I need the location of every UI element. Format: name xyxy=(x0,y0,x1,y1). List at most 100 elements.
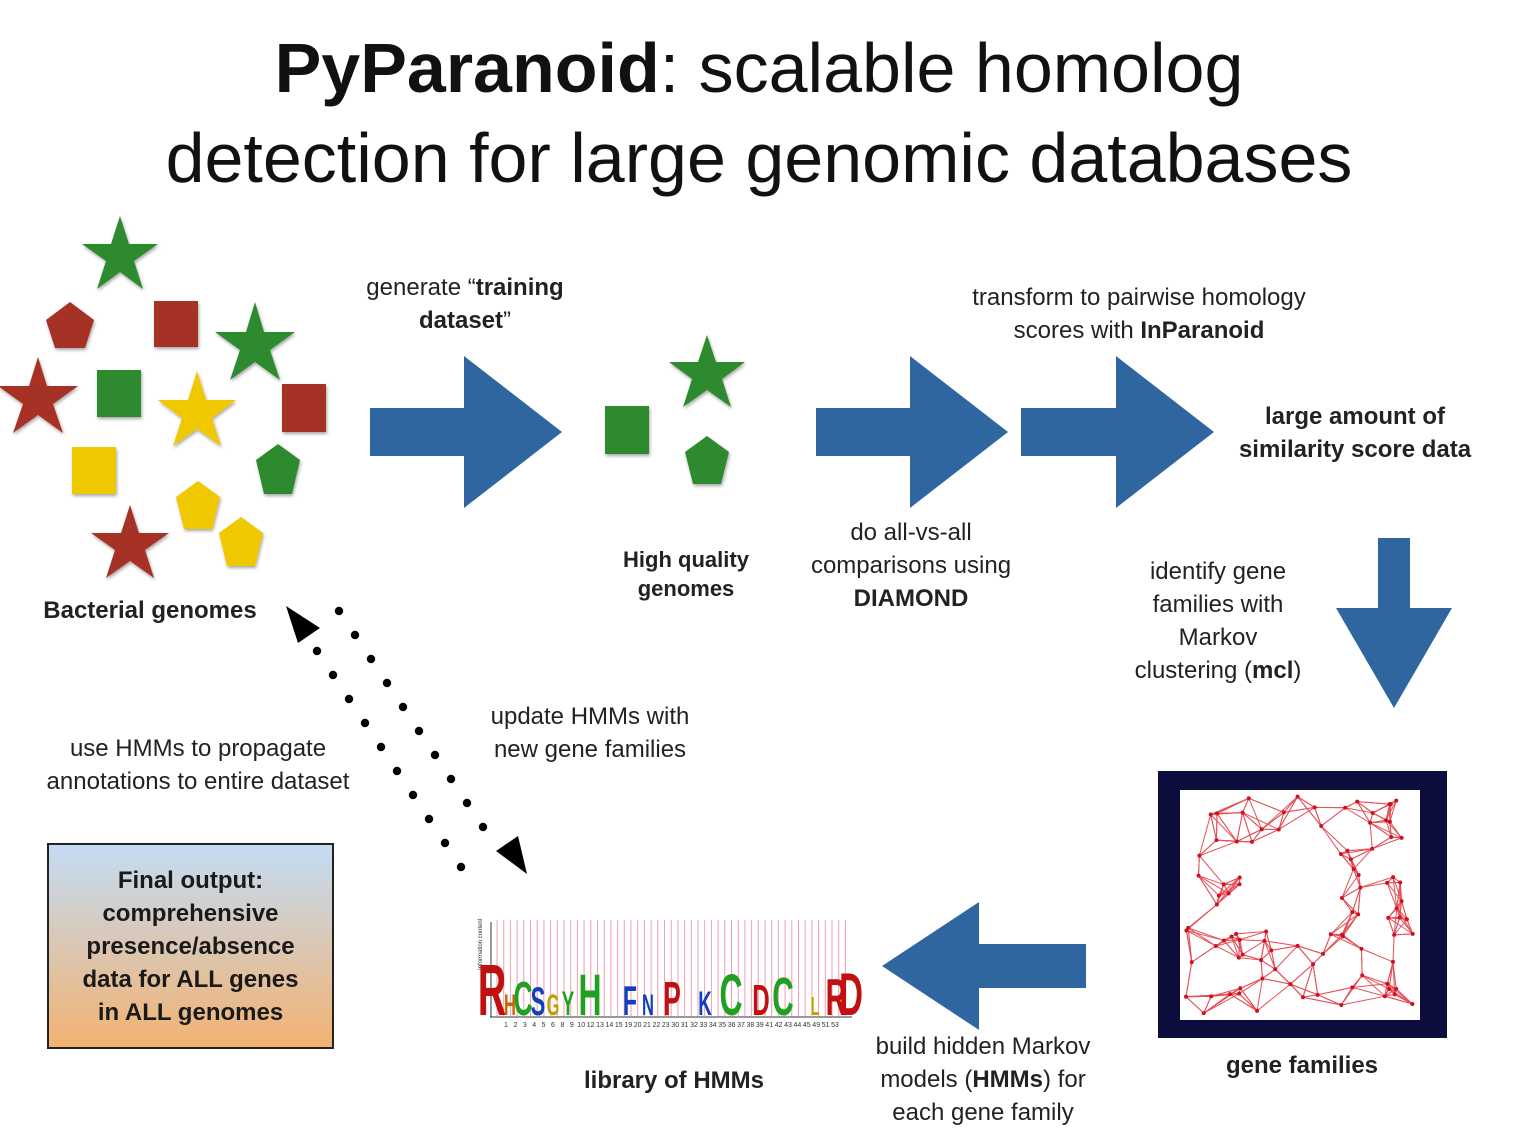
network-node xyxy=(1236,955,1241,960)
logo-letter: C xyxy=(719,963,742,1027)
network-edge xyxy=(1387,917,1395,936)
network-edge xyxy=(1187,927,1217,947)
network-edge xyxy=(1239,939,1244,955)
arrow-to-diamond xyxy=(816,356,1008,508)
logo-letter: L xyxy=(811,993,820,1022)
network-node xyxy=(1255,1008,1260,1013)
network-edge xyxy=(1236,812,1244,842)
logo-position-label: 2 xyxy=(513,1022,517,1029)
network-edge xyxy=(1360,882,1388,888)
network-edge xyxy=(1385,803,1392,821)
network-node xyxy=(1237,937,1242,942)
network-node xyxy=(1385,880,1390,885)
network-node xyxy=(1343,805,1348,810)
network-node xyxy=(1388,802,1393,807)
network-edge xyxy=(1312,964,1319,995)
logo-position-label: 42 xyxy=(775,1022,783,1029)
network-node xyxy=(1370,810,1375,815)
network-node xyxy=(1358,885,1363,890)
dotted-feedback-arrows xyxy=(286,606,527,874)
label-mcl-clustering: identify gene families with Markov clusteri… xyxy=(1134,558,1302,684)
label-library-of-hmms: library of HMMs xyxy=(583,1067,765,1094)
label-bacterial-genomes: Bacterial genomes xyxy=(43,597,257,624)
logo-position-label: 37 xyxy=(737,1022,745,1029)
network-edge xyxy=(1198,855,1225,885)
logo-position-label: 12 xyxy=(587,1022,595,1029)
network-edge xyxy=(1341,874,1360,899)
yellow-pentagon-shape xyxy=(219,517,263,566)
network-edge xyxy=(1248,797,1285,813)
network-edge xyxy=(1271,945,1298,951)
network-edge xyxy=(1361,975,1386,997)
logo-position-label: 45 xyxy=(803,1022,811,1029)
label-all-vs-all: do all-vs-all comparisons using DIAMOND xyxy=(810,519,1012,612)
network-edge xyxy=(1356,801,1371,824)
yellow-pentagon-shape xyxy=(176,481,220,529)
network-edge xyxy=(1242,812,1279,830)
network-edge xyxy=(1262,968,1276,979)
dotted-arrowhead-up xyxy=(286,606,320,643)
network-node xyxy=(1399,835,1404,840)
network-edge xyxy=(1361,974,1390,990)
network-edge xyxy=(1362,974,1388,985)
logo-position-label: 10 xyxy=(577,1022,585,1029)
network-node xyxy=(1227,992,1232,997)
network-edge xyxy=(1185,962,1193,997)
arrow-down-mcl xyxy=(1336,538,1452,708)
logo-position-label: 34 xyxy=(709,1022,717,1029)
logo-position-label: 19 xyxy=(624,1022,632,1029)
network-node xyxy=(1295,943,1300,948)
logo-letter: F xyxy=(623,978,637,1025)
logo-position-label: 49 xyxy=(812,1022,820,1029)
network-node xyxy=(1384,818,1389,823)
network-edge xyxy=(1353,868,1361,888)
network-nodes xyxy=(1184,794,1415,1016)
network-edge xyxy=(1352,986,1385,997)
label-build-hmms: build hidden Markov models (HMMs) for each… xyxy=(875,1033,1091,1126)
network-node xyxy=(1345,848,1350,853)
network-node xyxy=(1273,967,1278,972)
network-edge xyxy=(1251,828,1263,843)
network-edge xyxy=(1186,929,1224,941)
network-edge xyxy=(1198,875,1229,894)
yellow-star-shape xyxy=(158,371,236,446)
label-propagate-annotations: use HMMs to propagate annotations to enti… xyxy=(46,735,350,795)
green-star-shape xyxy=(82,216,158,289)
network-edge xyxy=(1223,939,1240,941)
network-edge xyxy=(1191,940,1225,963)
network-node xyxy=(1196,873,1201,878)
label-high-quality-genomes: High quality genomes xyxy=(623,547,749,601)
bacterial-genomes-cluster xyxy=(0,216,326,578)
network-edge xyxy=(1239,987,1258,1012)
network-edge xyxy=(1187,904,1218,929)
network-edge xyxy=(1361,948,1394,963)
network-node xyxy=(1281,810,1286,815)
network-edge xyxy=(1274,968,1291,985)
title-rest: : scalable homolog xyxy=(659,29,1244,107)
network-edge xyxy=(1290,983,1304,998)
logo-position-label: 53 xyxy=(831,1022,839,1029)
network-edge xyxy=(1396,882,1401,909)
network-edge xyxy=(1356,801,1374,814)
network-edge xyxy=(1330,913,1359,935)
network-edge xyxy=(1351,887,1361,913)
network-node xyxy=(1209,994,1214,999)
network-edge xyxy=(1260,959,1276,970)
network-edge xyxy=(1340,853,1360,876)
network-edge xyxy=(1341,887,1361,899)
label-update-hmms: update HMMs with new gene families xyxy=(490,703,690,763)
network-edge xyxy=(1358,874,1361,888)
network-node xyxy=(1394,986,1399,991)
network-node xyxy=(1259,957,1264,962)
red-pentagon-shape xyxy=(46,302,94,348)
network-node xyxy=(1249,839,1254,844)
network-edge xyxy=(1393,917,1401,936)
network-edge xyxy=(1242,954,1262,961)
network-node xyxy=(1311,962,1316,967)
logo-position-label: 33 xyxy=(700,1022,708,1029)
green-pentagon-shape xyxy=(256,444,300,494)
network-node xyxy=(1398,880,1403,885)
network-node xyxy=(1184,994,1189,999)
network-edge xyxy=(1353,848,1373,870)
